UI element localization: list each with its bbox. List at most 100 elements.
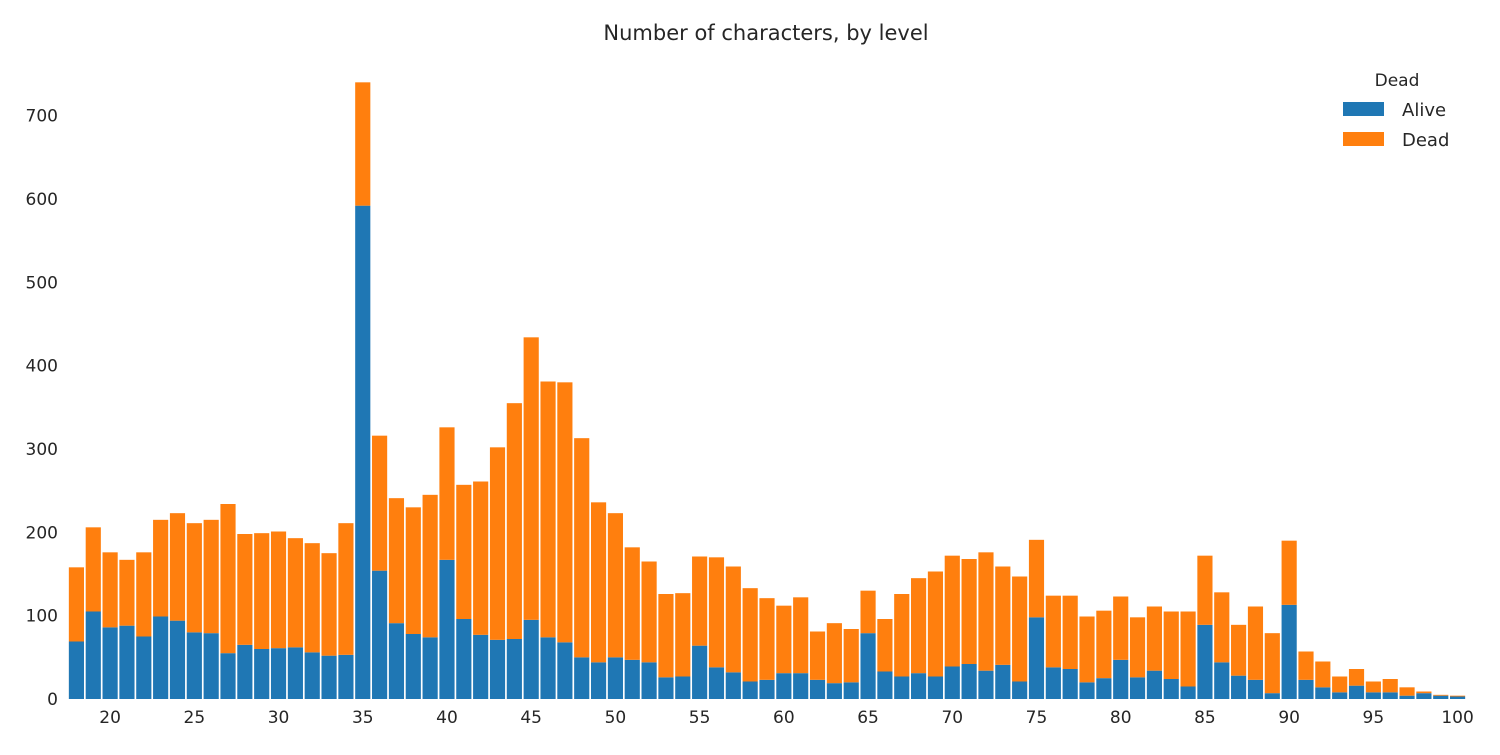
- bar-alive-level-46: [540, 637, 556, 699]
- legend: Dead Alive Dead: [1343, 71, 1449, 151]
- bar-dead-level-87: [1231, 624, 1247, 676]
- bar-alive-level-79: [1096, 678, 1112, 699]
- bar-dead-level-73: [995, 566, 1011, 665]
- x-tick-label-75: 75: [1026, 708, 1048, 728]
- bar-dead-level-93: [1332, 676, 1348, 693]
- bar-alive-level-25: [186, 632, 202, 699]
- bar-dead-level-38: [405, 507, 421, 634]
- bar-alive-level-82: [1146, 670, 1162, 699]
- x-axis-ticks: 20 25 30 35 40 45 50 55 60 65 70 75 80 85 90 95 100: [99, 708, 1474, 728]
- bar-alive-level-50: [607, 657, 623, 699]
- bar-alive-level-77: [1062, 669, 1078, 699]
- bar-dead-level-56: [708, 557, 725, 668]
- bar-alive-level-70: [944, 666, 960, 699]
- bar-alive-level-24: [169, 620, 186, 699]
- bar-dead-level-55: [692, 556, 708, 646]
- bar-dead-level-75: [1028, 539, 1045, 618]
- bar-alive-level-58: [742, 681, 758, 699]
- bar-alive-level-61: [793, 673, 809, 699]
- bar-alive-level-42: [473, 634, 489, 699]
- y-tick-label-400: 400: [26, 357, 58, 377]
- bar-alive-level-95: [1365, 692, 1381, 699]
- bar-alive-level-69: [927, 676, 944, 699]
- bar-alive-level-74: [1012, 681, 1028, 699]
- legend-swatch-dead: [1343, 132, 1384, 146]
- bar-dead-level-77: [1062, 595, 1078, 669]
- x-tick-label-55: 55: [689, 708, 711, 728]
- x-tick-label-80: 80: [1110, 708, 1132, 728]
- bar-dead-level-45: [523, 337, 539, 620]
- bar-dead-level-100: [1450, 695, 1466, 697]
- bar-dead-level-65: [860, 590, 876, 634]
- bar-dead-level-29: [254, 533, 270, 649]
- bar-dead-level-70: [944, 555, 960, 667]
- bar-alive-level-76: [1045, 667, 1061, 699]
- bar-dead-level-64: [843, 629, 859, 683]
- bar-dead-level-78: [1079, 616, 1095, 683]
- bar-dead-level-30: [270, 531, 287, 649]
- bar-dead-level-90: [1281, 540, 1297, 605]
- bar-alive-level-90: [1281, 604, 1297, 699]
- bar-alive-level-52: [641, 662, 657, 699]
- bar-alive-level-85: [1197, 624, 1213, 699]
- y-tick-label-500: 500: [26, 273, 58, 293]
- bar-alive-level-57: [725, 672, 741, 699]
- legend-swatch-alive: [1343, 102, 1384, 116]
- bar-alive-level-37: [388, 623, 405, 699]
- bar-dead-level-59: [759, 598, 775, 680]
- bar-dead-level-86: [1214, 592, 1230, 663]
- bar-alive-level-84: [1180, 686, 1196, 699]
- bar-dead-level-34: [338, 523, 354, 655]
- bar-dead-level-61: [793, 597, 809, 674]
- bar-dead-level-95: [1365, 681, 1381, 693]
- bar-dead-level-79: [1096, 610, 1112, 679]
- bar-alive-level-36: [372, 570, 388, 699]
- bar-dead-level-37: [388, 498, 405, 624]
- bar-dead-level-54: [675, 593, 691, 677]
- bar-alive-level-43: [489, 639, 506, 699]
- bar-alive-level-39: [422, 637, 438, 699]
- bar-alive-level-33: [321, 655, 337, 699]
- bar-dead-level-60: [776, 605, 792, 674]
- bar-alive-level-60: [776, 673, 792, 699]
- bar-alive-level-23: [153, 616, 169, 699]
- x-tick-label-95: 95: [1363, 708, 1385, 728]
- x-tick-label-25: 25: [184, 708, 206, 728]
- legend-title: Dead: [1375, 71, 1420, 91]
- bar-alive-level-64: [843, 682, 859, 699]
- bar-dead-level-46: [540, 381, 556, 638]
- x-tick-label-35: 35: [352, 708, 374, 728]
- bar-alive-level-31: [287, 647, 303, 699]
- bar-alive-level-62: [809, 679, 826, 699]
- bar-dead-level-21: [119, 559, 135, 626]
- bar-alive-level-67: [894, 676, 910, 699]
- x-tick-label-100: 100: [1441, 708, 1473, 728]
- x-tick-label-45: 45: [520, 708, 542, 728]
- bar-dead-level-48: [574, 438, 590, 658]
- bar-alive-level-94: [1348, 685, 1365, 699]
- bar-dead-level-25: [186, 523, 202, 633]
- bar-alive-level-32: [304, 652, 320, 699]
- bar-alive-level-20: [102, 627, 118, 699]
- bar-alive-level-86: [1214, 662, 1230, 699]
- bar-dead-level-33: [321, 553, 337, 656]
- bar-alive-level-97: [1399, 695, 1415, 699]
- y-tick-label-100: 100: [26, 607, 58, 627]
- bar-dead-level-62: [809, 631, 826, 680]
- bar-alive-level-78: [1079, 682, 1095, 699]
- bar-dead-level-39: [422, 494, 438, 638]
- bar-dead-level-82: [1146, 606, 1162, 671]
- x-tick-label-40: 40: [436, 708, 458, 728]
- bar-alive-level-72: [978, 670, 994, 699]
- bar-dead-level-53: [658, 594, 674, 678]
- y-axis-ticks: 0 100 200 300 400 500 600 700: [26, 107, 58, 710]
- bar-alive-level-93: [1332, 692, 1348, 699]
- x-tick-label-90: 90: [1278, 708, 1300, 728]
- bar-alive-level-83: [1163, 679, 1179, 699]
- bar-dead-level-76: [1045, 595, 1061, 668]
- bar-alive-level-41: [456, 619, 472, 699]
- bar-dead-level-97: [1399, 687, 1415, 696]
- bar-alive-level-91: [1298, 679, 1314, 699]
